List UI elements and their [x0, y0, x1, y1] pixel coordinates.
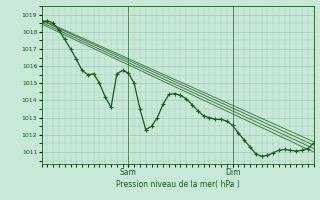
X-axis label: Pression niveau de la mer( hPa ): Pression niveau de la mer( hPa ): [116, 180, 239, 189]
